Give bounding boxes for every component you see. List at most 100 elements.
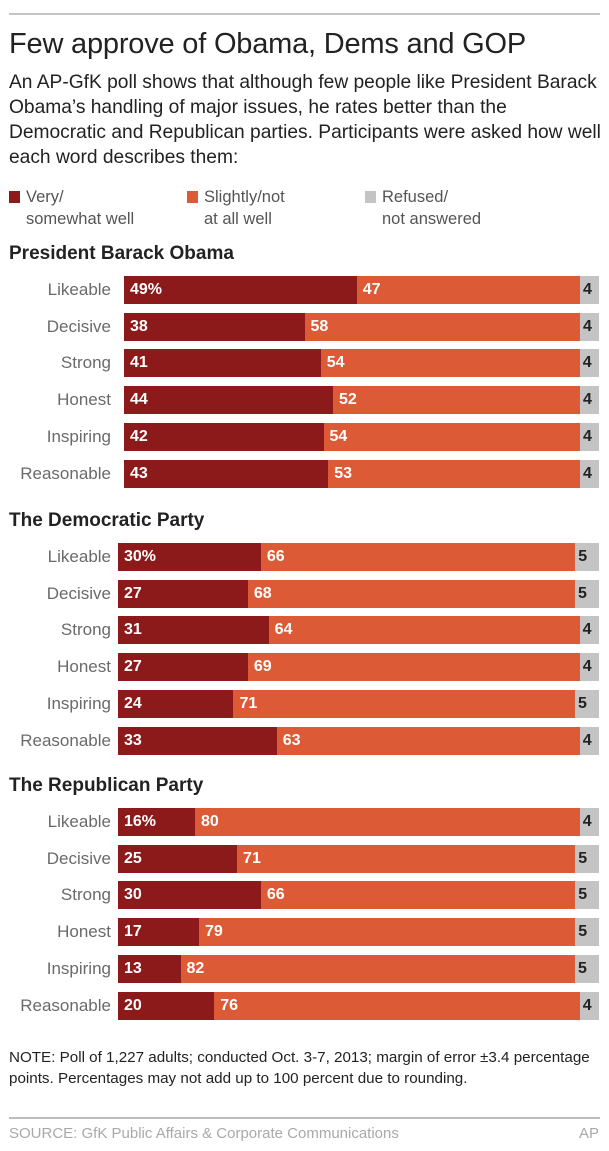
category-label: Strong bbox=[60, 620, 111, 640]
data-label-very: 33 bbox=[124, 731, 142, 749]
data-label-refused: 4 bbox=[582, 996, 592, 1014]
bar-segment-slight bbox=[180, 954, 575, 983]
bar-segment-refused bbox=[579, 349, 599, 378]
bottom-rule bbox=[9, 1117, 600, 1119]
bar-segment-slight bbox=[333, 386, 580, 415]
data-label-very: 16% bbox=[124, 813, 157, 830]
data-label-refused: 5 bbox=[578, 923, 588, 941]
legend-item-slightly: Slightly/not at all well bbox=[187, 186, 285, 230]
category-label: Decisive bbox=[46, 316, 111, 336]
legend-item-refused: Refused/ not answered bbox=[365, 186, 481, 230]
legend-swatch-refused bbox=[365, 191, 376, 203]
data-label-very: 30% bbox=[124, 548, 157, 565]
data-label-slight: 66 bbox=[266, 886, 285, 904]
data-label-refused: 4 bbox=[582, 813, 592, 830]
legend-label-refused: Refused/ not answered bbox=[382, 188, 482, 228]
bar-segment-slight bbox=[320, 349, 580, 378]
bar-segment-refused bbox=[580, 276, 599, 304]
data-label-very: 27 bbox=[124, 658, 142, 676]
bar-segment-refused bbox=[579, 726, 599, 755]
bar-segment-refused bbox=[580, 386, 599, 415]
bar-segment-slight bbox=[198, 918, 576, 947]
bar-segment-very bbox=[124, 276, 357, 304]
data-label-slight: 58 bbox=[310, 317, 329, 335]
legend-label-slightly: Slightly/not at all well bbox=[204, 188, 285, 228]
data-label-refused: 4 bbox=[583, 281, 592, 298]
bar-segment-very bbox=[118, 616, 269, 645]
bar-segment-very bbox=[118, 918, 199, 947]
bar-segment-very bbox=[118, 689, 234, 718]
bar-segment-refused bbox=[580, 459, 599, 488]
bar-segment-slight bbox=[304, 312, 580, 341]
data-label-refused: 4 bbox=[583, 464, 592, 482]
data-label-refused: 5 bbox=[578, 548, 588, 565]
data-label-very: 44 bbox=[130, 391, 148, 409]
bar-row: Likeable 30% 66 5 bbox=[0, 543, 609, 571]
category-label: Honest bbox=[57, 390, 111, 410]
bar-row: Decisive 25 71 5 bbox=[0, 844, 609, 873]
bar-segment-very bbox=[118, 726, 277, 755]
bar-row: Honest 44 52 4 bbox=[0, 386, 609, 415]
bar-segment-slight bbox=[356, 276, 580, 304]
data-label-refused: 4 bbox=[582, 731, 592, 749]
bar-segment-slight bbox=[260, 881, 576, 910]
data-label-refused: 4 bbox=[582, 658, 592, 676]
category-label: Reasonable bbox=[20, 995, 111, 1015]
legend: Very/ somewhat well Slightly/not at all … bbox=[9, 186, 609, 230]
data-label-refused: 5 bbox=[577, 959, 587, 977]
bar-segment-very bbox=[124, 422, 324, 451]
bar-segment-very bbox=[118, 653, 248, 682]
data-label-slight: 71 bbox=[243, 849, 261, 867]
source-line: SOURCE: GfK Public Affairs & Corporate C… bbox=[9, 1125, 399, 1142]
data-label-slight: 52 bbox=[339, 391, 357, 409]
data-label-refused: 5 bbox=[577, 694, 587, 712]
bar-segment-slight bbox=[233, 689, 575, 718]
data-label-very: 42 bbox=[130, 427, 148, 445]
top-rule bbox=[9, 13, 600, 15]
bar-segment-slight bbox=[268, 616, 580, 645]
panel-title: The Democratic Party bbox=[9, 510, 205, 531]
panel-title: President Barack Obama bbox=[9, 243, 234, 264]
bar-row: Likeable 16% 80 4 bbox=[0, 808, 609, 836]
bar-row: Strong 30 66 5 bbox=[0, 881, 609, 910]
category-label: Inspiring bbox=[46, 958, 111, 978]
bar-row: Decisive 38 58 4 bbox=[0, 312, 609, 341]
data-label-slight: 76 bbox=[220, 996, 238, 1014]
bar-row: Reasonable 20 76 4 bbox=[0, 991, 609, 1020]
bar-segment-refused bbox=[579, 653, 599, 682]
data-label-refused: 4 bbox=[582, 354, 592, 372]
credit-line: AP bbox=[578, 1125, 599, 1142]
data-label-refused: 4 bbox=[582, 621, 592, 639]
bar-segment-slight bbox=[247, 653, 580, 682]
bar-segment-very bbox=[118, 808, 195, 836]
data-label-slight: 54 bbox=[326, 354, 345, 372]
bar-row: Strong 41 54 4 bbox=[0, 349, 609, 378]
bar-segment-slight bbox=[323, 422, 580, 451]
bar-segment-refused bbox=[575, 844, 599, 873]
data-label-very: 30 bbox=[124, 886, 142, 904]
bar-segment-refused bbox=[575, 881, 599, 910]
category-label: Honest bbox=[57, 657, 111, 677]
bar-segment-refused bbox=[579, 991, 599, 1020]
data-label-very: 31 bbox=[124, 621, 142, 639]
data-label-very: 13 bbox=[124, 959, 142, 977]
bar-segment-refused bbox=[574, 689, 599, 718]
data-label-slight: 66 bbox=[266, 548, 285, 565]
bar-segment-very bbox=[118, 954, 181, 983]
bar-row: Honest 17 79 5 bbox=[0, 918, 609, 947]
bar-row: Inspiring 42 54 4 bbox=[0, 422, 609, 451]
bar-segment-refused bbox=[575, 918, 599, 947]
bar-segment-very bbox=[124, 459, 329, 488]
bar-segment-very bbox=[124, 349, 321, 378]
chart-subtitle: An AP-GfK poll shows that although few p… bbox=[9, 72, 601, 168]
bar-segment-very bbox=[124, 386, 333, 415]
data-label-refused: 4 bbox=[583, 317, 592, 335]
category-label: Likeable bbox=[47, 280, 111, 299]
category-label: Inspiring bbox=[46, 426, 111, 446]
data-label-slight: 63 bbox=[282, 731, 301, 749]
data-label-slight: 82 bbox=[186, 959, 205, 977]
data-label-very: 17 bbox=[124, 923, 142, 941]
bar-row: Reasonable 43 53 4 bbox=[0, 459, 609, 488]
bar-segment-refused bbox=[580, 312, 599, 341]
category-label: Decisive bbox=[46, 583, 111, 603]
